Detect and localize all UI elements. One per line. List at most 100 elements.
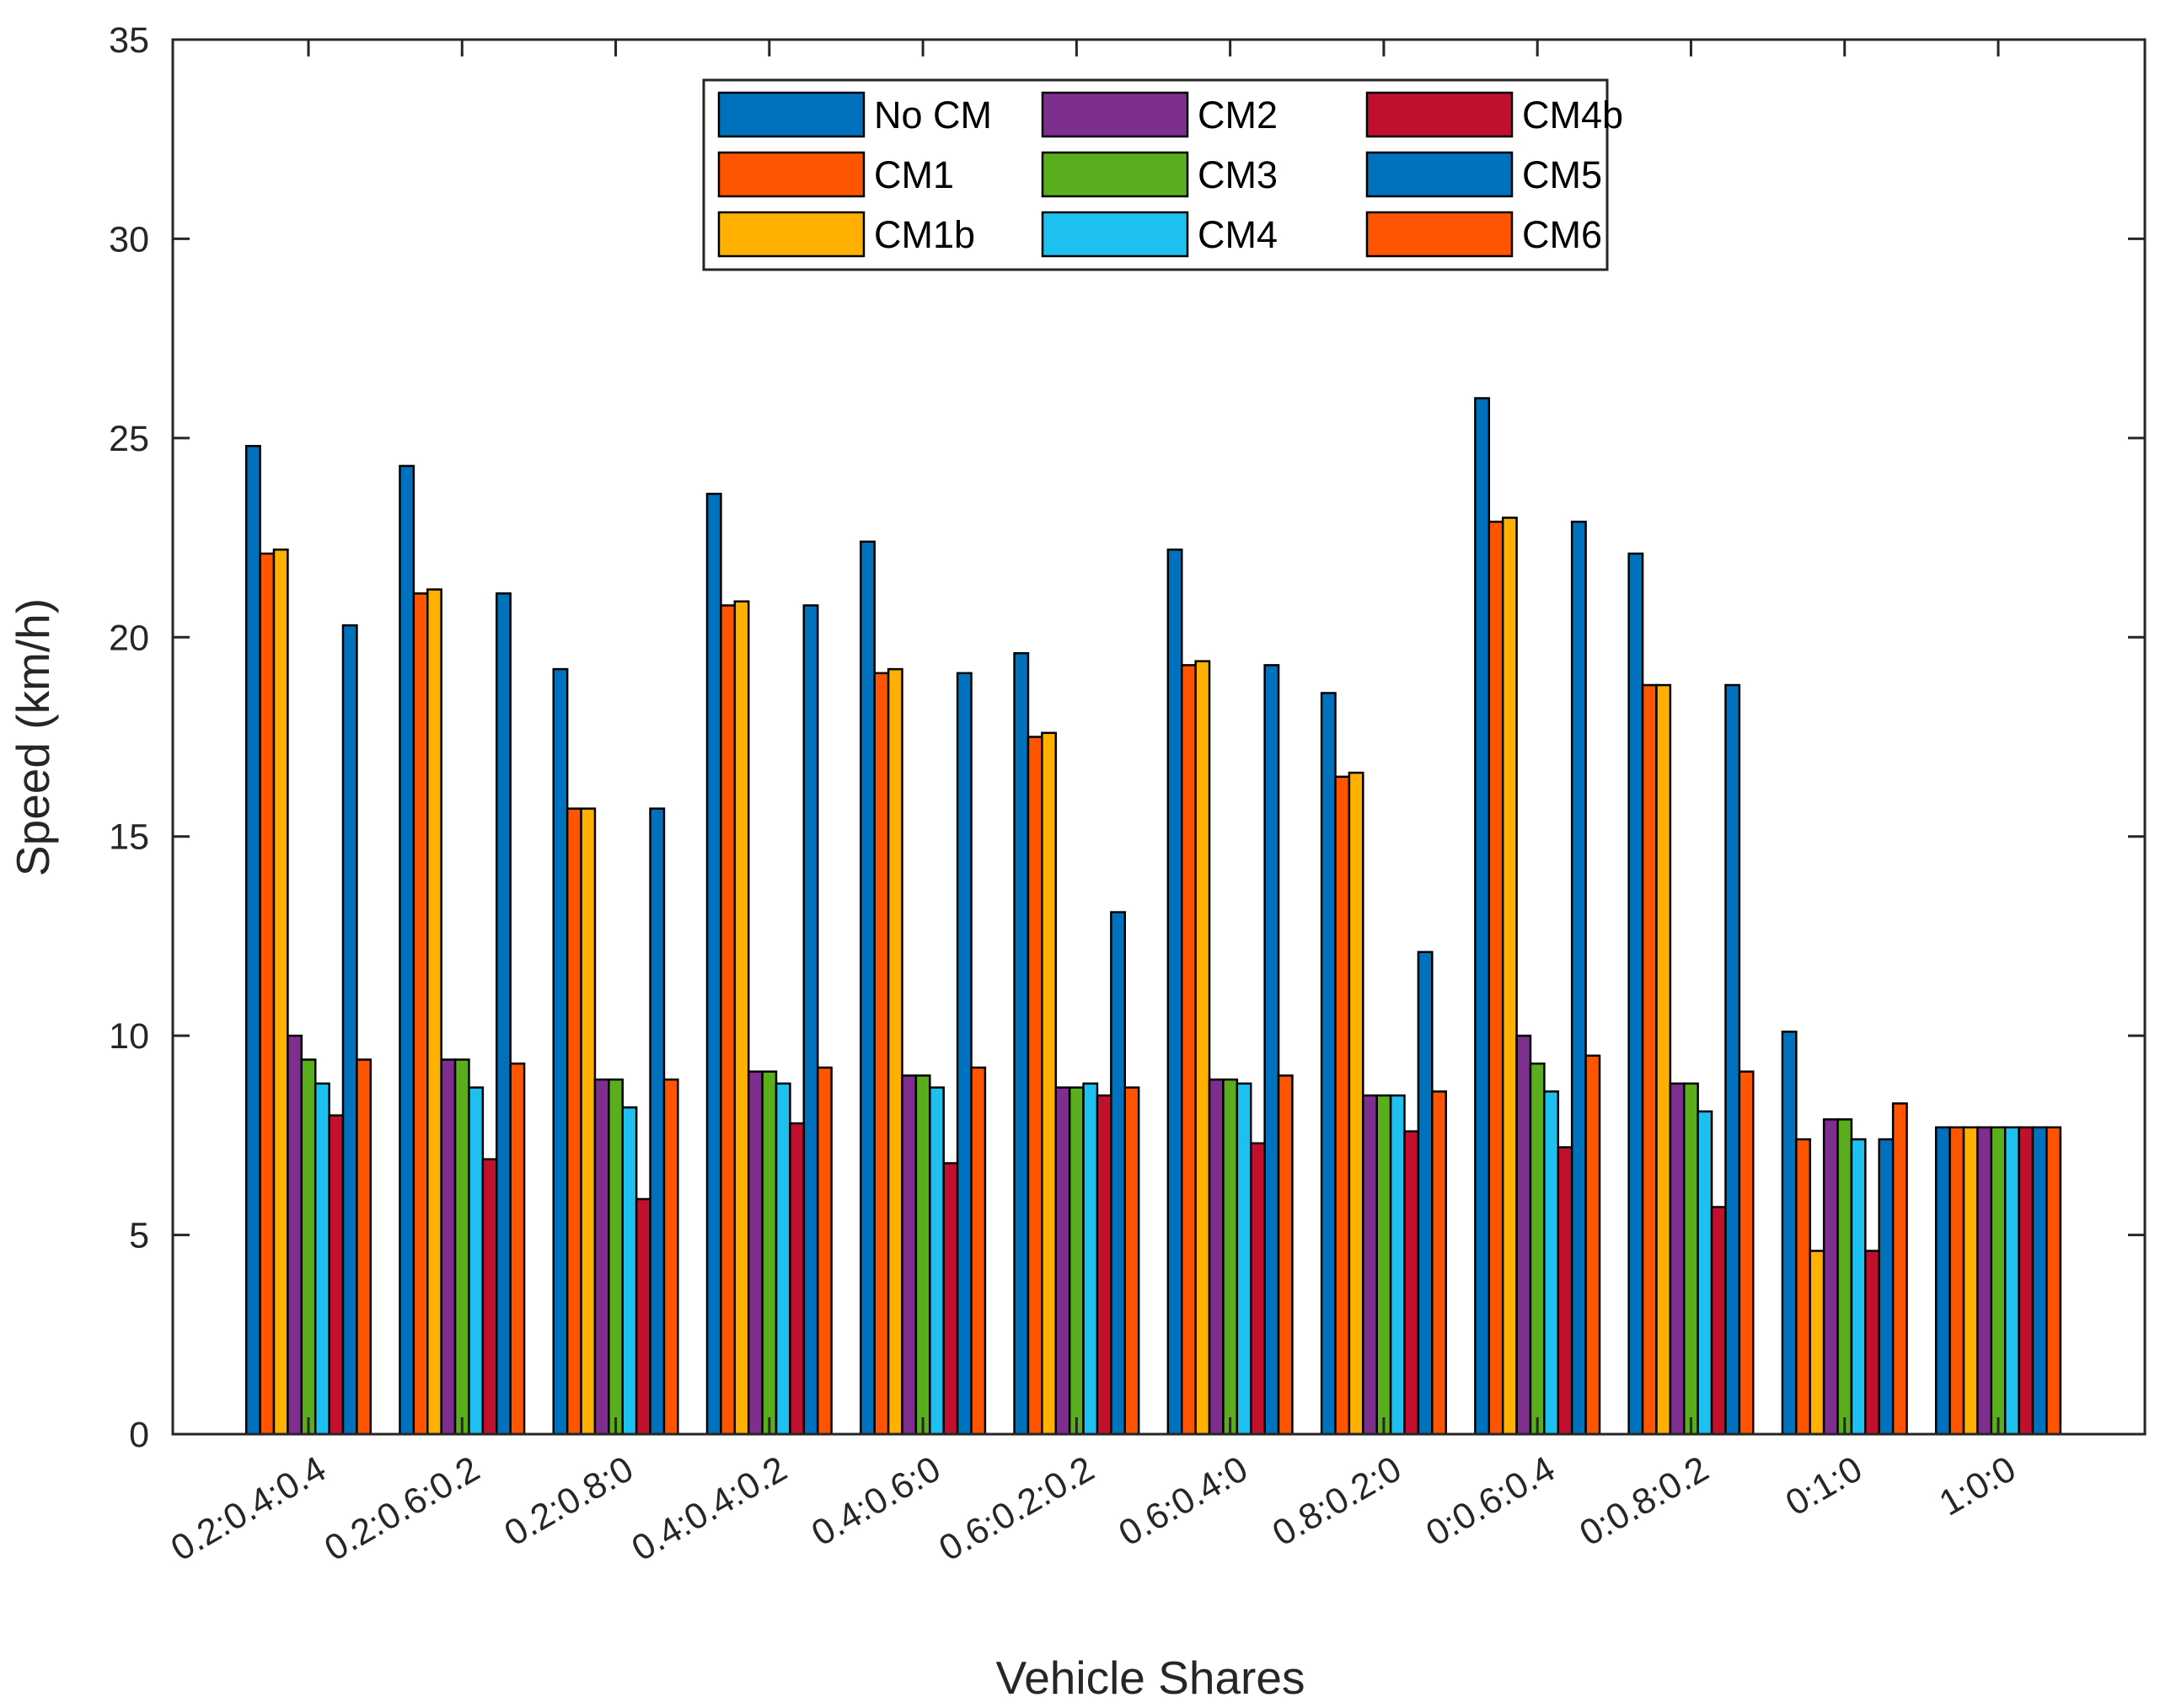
bar-cm1b-0.6:0.4:0	[1194, 660, 1211, 1436]
legend-swatch-cm2	[1041, 91, 1189, 138]
bar-cm3-0.2:0.4:0.4	[300, 1058, 317, 1436]
bar-cm4b-0.4:0.6:0	[942, 1162, 959, 1436]
bar-cm4b-0:0.6:0.4	[1557, 1146, 1573, 1436]
bar-cm3-1:0:0	[1990, 1126, 2007, 1436]
bar-no-cm-0.6:0.4:0	[1166, 549, 1183, 1436]
bar-cm2-0.2:0.6:0.2	[440, 1058, 457, 1436]
bar-cm6-0.2:0.8:0	[662, 1078, 679, 1436]
bar-cm4b-0.2:0.8:0	[635, 1197, 651, 1436]
bar-cm3-0.4:0.6:0	[914, 1074, 931, 1436]
bar-cm5-0.4:0.4:0.2	[802, 604, 819, 1436]
bar-cm2-0.2:0.8:0	[593, 1078, 610, 1436]
bar-cm6-0.4:0.4:0.2	[816, 1066, 833, 1436]
y-tick-label-30: 30	[109, 219, 149, 260]
bar-no-cm-0.4:0.4:0.2	[705, 492, 722, 1436]
bar-cm3-0.6:0.2:0.2	[1068, 1086, 1085, 1436]
bar-cm1b-0.4:0.4:0.2	[733, 600, 750, 1436]
legend-swatch-cm4	[1041, 211, 1189, 258]
bar-cm2-0.4:0.6:0	[901, 1074, 918, 1436]
bar-cm2-0:0.6:0.4	[1515, 1034, 1532, 1436]
bar-cm1-0.4:0.4:0.2	[720, 604, 737, 1436]
y-tick-label-10: 10	[109, 1016, 149, 1057]
bar-cm6-0.6:0.4:0	[1277, 1074, 1294, 1436]
bar-cm2-0.2:0.4:0.4	[287, 1034, 303, 1436]
bar-cm3-0:1:0	[1836, 1118, 1853, 1436]
bar-cm6-0.2:0.4:0.4	[356, 1058, 373, 1436]
bar-cm1b-0.8:0.2:0	[1348, 771, 1364, 1436]
legend-label-cm1: CM1	[874, 153, 954, 196]
y-tick-label-15: 15	[109, 817, 149, 858]
bar-no-cm-0:0.8:0.2	[1627, 552, 1644, 1436]
bar-cm3-0:0.6:0.4	[1529, 1062, 1546, 1436]
bar-cm5-0:1:0	[1878, 1138, 1895, 1436]
bar-cm4-0:1:0	[1850, 1138, 1867, 1436]
bar-cm4b-0.6:0.2:0.2	[1096, 1094, 1112, 1436]
bar-cm4-0.2:0.8:0	[621, 1106, 638, 1436]
bar-cm4b-0.6:0.4:0	[1249, 1142, 1266, 1436]
bar-no-cm-0.2:0.6:0.2	[399, 464, 415, 1436]
bar-cm6-0.8:0.2:0	[1431, 1090, 1447, 1436]
bar-cm5-0.2:0.4:0.4	[341, 624, 358, 1436]
bar-cm4-0.2:0.4:0.4	[314, 1082, 330, 1436]
legend-label-cm5: CM5	[1522, 153, 1602, 196]
bar-cm3-0:0.8:0.2	[1683, 1082, 1699, 1436]
plot-area-frame	[171, 38, 2147, 1436]
bar-cm2-0.6:0.2:0.2	[1054, 1086, 1071, 1436]
bar-cm3-0.4:0.4:0.2	[761, 1070, 778, 1436]
bar-cm6-1:0:0	[2045, 1126, 2062, 1436]
legend-label-cm2: CM2	[1198, 94, 1278, 137]
bar-cm4-0.4:0.6:0	[929, 1086, 945, 1436]
bar-cm1-0.4:0.6:0	[873, 672, 890, 1436]
y-tick-label-0: 0	[129, 1415, 149, 1455]
bar-cm1-0.2:0.8:0	[566, 807, 582, 1436]
x-axis-title: Vehicle Shares	[996, 1652, 1305, 1704]
bar-cm4-0.2:0.6:0.2	[468, 1086, 485, 1436]
bar-cm5-0.2:0.8:0	[649, 807, 666, 1436]
bar-cm2-0.4:0.4:0.2	[747, 1070, 764, 1436]
bar-cm5-0.6:0.4:0	[1263, 664, 1280, 1436]
legend-label-cm1b: CM1b	[874, 213, 975, 256]
bar-cm6-0.2:0.6:0.2	[509, 1062, 526, 1436]
bar-cm1b-1:0:0	[1962, 1126, 1979, 1436]
bar-no-cm-0:1:0	[1781, 1031, 1798, 1436]
bar-no-cm-0.4:0.6:0	[860, 540, 876, 1436]
bar-cm3-0.8:0.2:0	[1375, 1094, 1392, 1436]
bar-cm2-1:0:0	[1976, 1126, 1993, 1436]
bar-no-cm-0.6:0.2:0.2	[1013, 651, 1030, 1436]
bar-cm1b-0.6:0.2:0.2	[1041, 731, 1058, 1436]
bar-cm5-1:0:0	[2031, 1126, 2048, 1436]
bar-cm1b-0:1:0	[1809, 1250, 1825, 1436]
bar-cm4b-0.8:0.2:0	[1403, 1130, 1420, 1436]
bar-cm4b-0.2:0.6:0.2	[481, 1158, 498, 1436]
legend-label-cm3: CM3	[1198, 153, 1278, 196]
bar-no-cm-0.2:0.8:0	[552, 667, 569, 1436]
bar-cm1-1:0:0	[1949, 1126, 1965, 1436]
bar-no-cm-0.2:0.4:0.4	[244, 445, 261, 1436]
y-tick-label-35: 35	[109, 20, 149, 61]
y-tick-label-5: 5	[129, 1216, 149, 1256]
bar-cm1-0:1:0	[1795, 1138, 1811, 1436]
legend-swatch-cm4b	[1365, 91, 1514, 138]
legend-label-cm4: CM4	[1198, 213, 1278, 256]
y-tick-label-20: 20	[109, 618, 149, 658]
bar-cm1b-0.2:0.6:0.2	[426, 588, 442, 1436]
legend-swatch-cm5	[1365, 151, 1514, 198]
y-tick-labels: 0 5 10 15 20 25 30 35	[109, 20, 149, 1455]
bar-cm5-0.6:0.2:0.2	[1110, 911, 1127, 1436]
bar-cm6-0:0.8:0.2	[1738, 1070, 1755, 1436]
bar-cm5-0.8:0.2:0	[1417, 950, 1434, 1436]
bar-cm3-0.2:0.8:0	[608, 1078, 624, 1436]
y-axis-title: Speed (km/h)	[7, 598, 59, 876]
bar-cm4-0.4:0.4:0.2	[775, 1082, 791, 1436]
bar-cm1-0:0.6:0.4	[1488, 520, 1504, 1436]
bar-cm5-0:0.6:0.4	[1570, 520, 1587, 1436]
bar-cm2-0.8:0.2:0	[1362, 1094, 1378, 1436]
bar-no-cm-0.8:0.2:0	[1320, 692, 1337, 1436]
bar-cm5-0.4:0.6:0	[956, 672, 973, 1436]
legend: No CM CM1 CM1b CM2 CM3 CM4 CM4b CM5 CM6	[702, 78, 1623, 271]
bar-cm2-0:1:0	[1822, 1118, 1839, 1436]
bar-cm4b-0:1:0	[1864, 1250, 1880, 1436]
bar-cm5-0.2:0.6:0.2	[496, 592, 512, 1436]
bar-cm1b-0.2:0.4:0.4	[272, 549, 289, 1436]
bar-cm6-0.6:0.2:0.2	[1123, 1086, 1140, 1436]
